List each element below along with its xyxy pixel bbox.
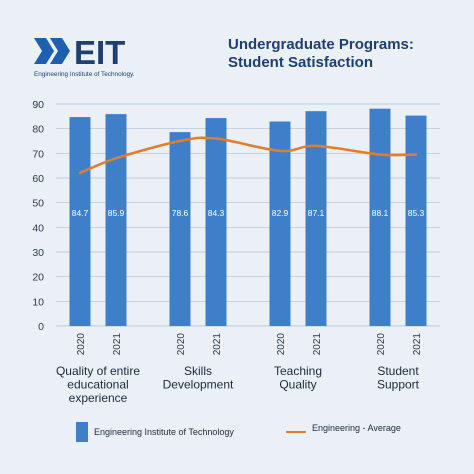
category-label: Quality [279,378,316,392]
y-tick-label: 60 [32,173,44,185]
legend-label-average: Engineering - Average [312,422,401,433]
bar-value-label: 87.1 [308,208,325,218]
category-label: Teaching [274,364,322,378]
bar-value-label: 84.7 [72,208,89,218]
chart-title-line-1: Undergraduate Programs: [228,36,414,53]
year-tick-label: 2020 [276,333,287,356]
eit-logo-mark: EIT [34,34,125,71]
y-tick-label: 10 [32,296,44,308]
bar [369,108,391,326]
y-tick-label: 0 [38,321,44,333]
bar-value-label: 88.1 [372,208,389,218]
bar [69,117,91,326]
legend-item-eit: Engineering Institute of Technology [76,422,234,442]
category-label: Quality of entire [56,364,140,378]
year-tick-label: 2020 [176,333,187,356]
logo-text: EIT [74,34,125,71]
eit-logo: EIT Engineering Institute of Technology. [32,30,172,80]
year-tick-label: 2021 [212,333,223,356]
bar [305,111,327,326]
year-tick-labels: 2020 2021 2020 2021 2020 2021 2020 2021 [76,333,423,356]
year-tick-label: 2021 [312,333,323,356]
bars [69,108,427,327]
category-label: Support [377,378,420,392]
bar-value-label: 85.9 [108,208,125,218]
bar-value-label: 82.9 [272,208,289,218]
category-label: educational [67,378,128,392]
bar [269,121,291,326]
category-label: Development [163,378,234,392]
bar [169,132,191,326]
average-line-layer [78,136,418,175]
bar [405,115,427,327]
y-tick-label: 90 [32,99,44,111]
bar-value-labels: 84.7 85.9 78.6 84.3 82.9 87.1 88.1 85.3 [72,208,425,218]
legend: Engineering Institute of Technology Engi… [0,420,474,444]
legend-item-average: Engineering - Average [286,423,401,433]
category-label: Skills [184,364,212,378]
chart-title: Undergraduate Programs: Student Satisfac… [228,36,464,72]
y-tick-label: 80 [32,124,44,136]
bar [205,118,227,326]
category-label: experience [69,391,128,405]
year-tick-label: 2021 [412,333,423,356]
year-tick-label: 2021 [112,333,123,356]
y-tick-label: 40 [32,222,44,234]
bar [105,114,127,326]
legend-label-eit: Engineering Institute of Technology [94,427,234,437]
legend-line-swatch [286,431,306,433]
bar-value-label: 84.3 [208,208,225,218]
average-line [78,136,418,175]
category-label: Student [377,364,419,378]
y-tick-label: 50 [32,198,44,210]
logo-caption: Engineering Institute of Technology. [34,71,135,78]
chart-title-line-2: Student Satisfaction [228,54,374,71]
bar-value-label: 78.6 [172,208,189,218]
y-axis-tick-labels: 0 10 20 30 40 50 60 70 80 90 [32,99,44,333]
legend-bar-swatch [76,422,88,442]
y-tick-label: 30 [32,247,44,259]
bar-value-label: 85.3 [408,208,425,218]
y-tick-label: 20 [32,272,44,284]
y-tick-label: 70 [32,148,44,160]
year-tick-label: 2020 [76,333,87,356]
year-tick-label: 2020 [376,333,387,356]
